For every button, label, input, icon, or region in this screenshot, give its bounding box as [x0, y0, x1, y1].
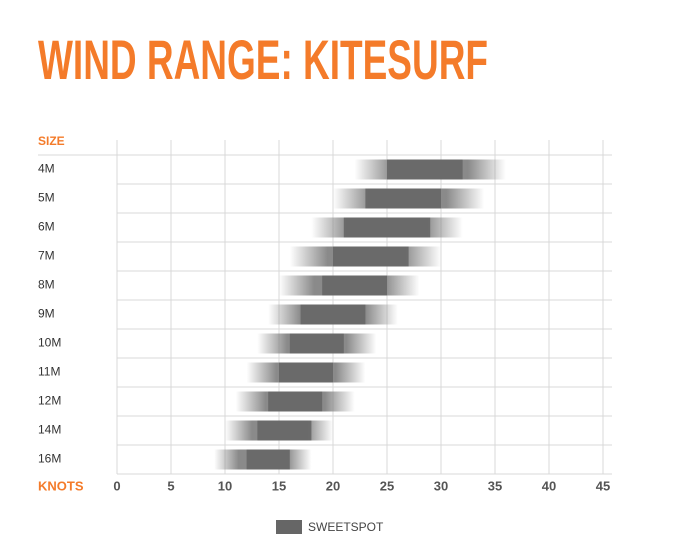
y-tick-label: 7M	[38, 249, 55, 263]
y-tick-label: 16M	[38, 452, 61, 466]
y-tick-label: 5M	[38, 191, 55, 205]
x-axis-label: KNOTS	[38, 478, 84, 493]
x-tick-label: 20	[326, 478, 340, 493]
x-tick-label: 45	[596, 478, 610, 493]
sweetspot-bar	[246, 449, 290, 470]
sweetspot-bar	[289, 333, 344, 354]
x-tick-label: 5	[167, 478, 174, 493]
y-axis-label: SIZE	[38, 134, 65, 148]
y-tick-label: 9M	[38, 307, 55, 321]
chart-title: WIND RANGE: KITESURF	[38, 28, 488, 91]
sweetspot-bar	[387, 159, 463, 180]
legend-label: SWEETSPOT	[308, 520, 384, 534]
x-tick-label: 40	[542, 478, 556, 493]
sweetspot-bar	[343, 217, 431, 238]
x-tick-label: 15	[272, 478, 286, 493]
sweetspot-bar	[257, 420, 312, 441]
x-tick-label: 25	[380, 478, 394, 493]
x-tick-label: 0	[113, 478, 120, 493]
y-tick-label: 6M	[38, 220, 55, 234]
x-tick-label: 30	[434, 478, 448, 493]
x-tick-label: 35	[488, 478, 502, 493]
y-tick-label: 12M	[38, 394, 61, 408]
x-tick-label: 10	[218, 478, 232, 493]
legend-swatch	[276, 520, 302, 534]
sweetspot-bar	[333, 246, 409, 267]
y-tick-label: 4M	[38, 162, 55, 176]
sweetspot-bar	[268, 391, 323, 412]
sweetspot-bar	[322, 275, 387, 296]
y-tick-label: 11M	[38, 365, 60, 379]
sweetspot-bar	[365, 188, 441, 209]
y-tick-label: 10M	[38, 336, 61, 350]
y-tick-label: 8M	[38, 278, 55, 292]
sweetspot-bar	[300, 304, 366, 325]
y-tick-label: 14M	[38, 423, 61, 437]
sweetspot-bar	[279, 362, 333, 383]
